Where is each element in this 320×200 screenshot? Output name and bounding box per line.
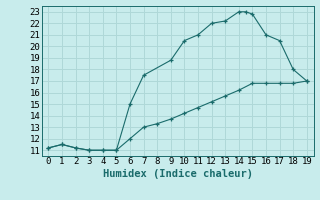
X-axis label: Humidex (Indice chaleur): Humidex (Indice chaleur) [103,169,252,179]
